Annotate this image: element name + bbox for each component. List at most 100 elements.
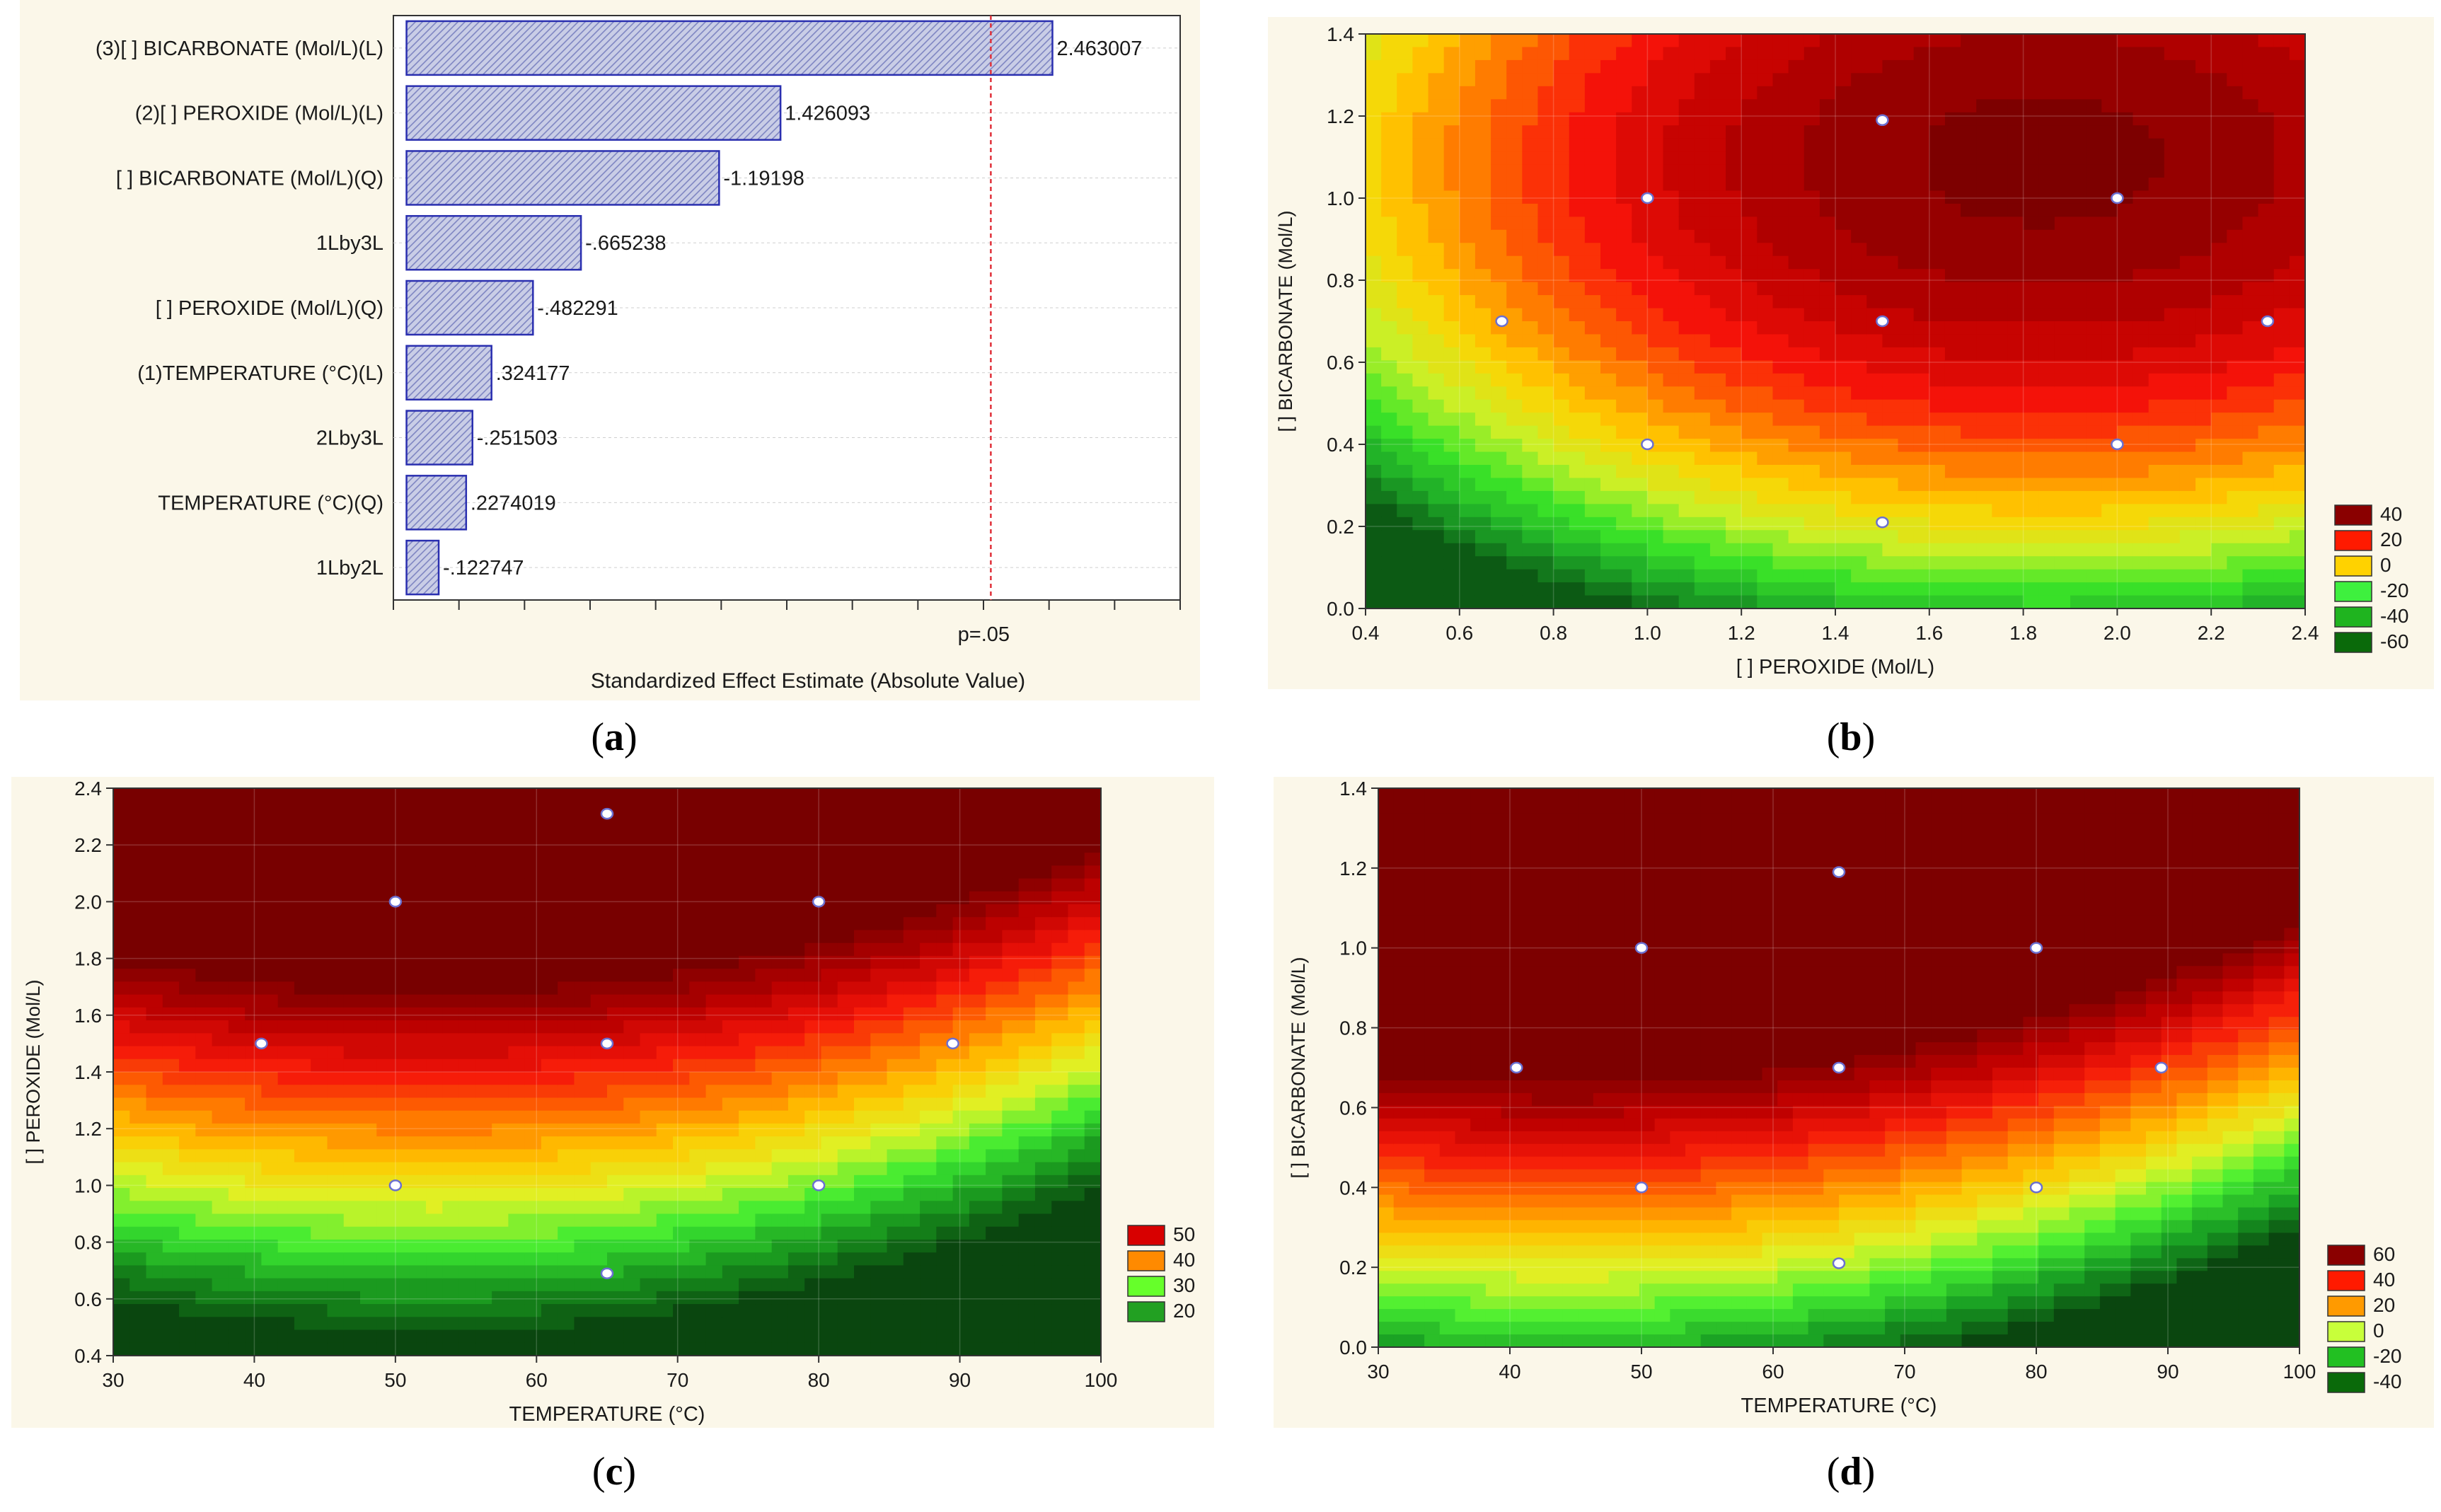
- contour-cell: [854, 865, 872, 879]
- contour-cell: [1819, 543, 1836, 557]
- contour-cell: [1788, 99, 1805, 113]
- contour-cell: [360, 1007, 378, 1021]
- contour-cell: [590, 1342, 608, 1356]
- contour-cell: [1647, 412, 1664, 427]
- contour-cell: [1537, 164, 1554, 178]
- contour-cell: [146, 1291, 163, 1305]
- contour-cell: [1882, 504, 1899, 518]
- contour-cell: [343, 1291, 361, 1305]
- contour-cell: [2117, 334, 2134, 348]
- contour-cell: [294, 969, 311, 983]
- contour-cell: [2054, 255, 2071, 270]
- contour-cell: [294, 1188, 311, 1202]
- contour-cell: [2164, 439, 2181, 453]
- contour-cell: [245, 1252, 262, 1266]
- contour-cell: [1397, 595, 1414, 609]
- contour-cell: [393, 1072, 410, 1086]
- contour-cell: [2070, 217, 2087, 231]
- contour-cell: [1835, 138, 1852, 152]
- contour-cell: [442, 904, 460, 918]
- contour-cell: [1459, 516, 1476, 531]
- contour-cell: [1757, 399, 1774, 413]
- contour-cell: [409, 1007, 427, 1021]
- contour-cell: [2023, 465, 2040, 479]
- contour-cell: [804, 969, 822, 983]
- contour-cell: [1663, 255, 1680, 270]
- contour-cell: [146, 1072, 163, 1086]
- contour-cell: [2273, 556, 2290, 570]
- contour-cell: [1428, 425, 1445, 439]
- contour-cell: [1569, 138, 1586, 152]
- contour-cell: [442, 1329, 460, 1344]
- contour-cell: [1898, 164, 1915, 178]
- contour-cell: [1506, 569, 1523, 583]
- contour-cell: [343, 904, 361, 918]
- contour-cell: [1491, 269, 1507, 283]
- contour-cell: [920, 826, 937, 841]
- contour-cell: [2195, 582, 2212, 596]
- contour-cell: [442, 801, 460, 815]
- contour-cell: [327, 1033, 345, 1047]
- contour-cell: [360, 1046, 378, 1060]
- contour-cell: [2117, 229, 2134, 244]
- contour-cell: [1678, 439, 1695, 453]
- contour-cell: [1569, 595, 1586, 609]
- contour-cell: [689, 1265, 707, 1279]
- contour-cell: [129, 1226, 147, 1240]
- contour-cell: [426, 839, 444, 853]
- contour-cell: [558, 917, 575, 931]
- contour-cell: [343, 1085, 361, 1099]
- contour-cell: [739, 1136, 756, 1150]
- contour-cell: [1584, 595, 1601, 609]
- contour-cell: [195, 1110, 213, 1124]
- contour-cell: [1397, 451, 1414, 466]
- contour-cell: [245, 1175, 262, 1189]
- contour-cell: [195, 801, 213, 815]
- contour-cell: [1757, 255, 1774, 270]
- contour-cell: [343, 1136, 361, 1150]
- contour-cell: [2054, 282, 2071, 296]
- contour-cell: [524, 1033, 542, 1047]
- contour-cell: [2179, 556, 2196, 570]
- contour-cell: [327, 1136, 345, 1150]
- contour-cell: [1726, 86, 1742, 100]
- contour-cell: [129, 865, 147, 879]
- contour-cell: [1381, 203, 1398, 218]
- contour-cell: [1553, 425, 1570, 439]
- contour-cell: [1741, 73, 1758, 87]
- contour-cell: [475, 904, 492, 918]
- contour-cell: [903, 930, 921, 944]
- contour-cell: [673, 801, 691, 815]
- contour-cell: [656, 1136, 674, 1150]
- contour-cell: [2273, 73, 2290, 87]
- contour-cell: [1584, 504, 1601, 518]
- contour-cell: [739, 994, 756, 1008]
- contour-cell: [146, 1329, 163, 1344]
- contour-cell: [821, 801, 838, 815]
- contour-cell: [1772, 217, 1789, 231]
- contour-cell: [2289, 582, 2306, 596]
- contour-cell: [1663, 47, 1680, 61]
- contour-cell: [1366, 399, 1382, 413]
- contour-cell: [1600, 425, 1617, 439]
- contour-cell: [1647, 556, 1664, 570]
- contour-cell: [508, 1149, 526, 1163]
- contour-cell: [1663, 439, 1680, 453]
- contour-cell: [1366, 451, 1382, 466]
- contour-cell: [837, 826, 855, 841]
- contour-cell: [2289, 451, 2306, 466]
- contour-cell: [2070, 34, 2087, 48]
- contour-cell: [1866, 295, 1883, 309]
- contour-cell: [1443, 465, 1460, 479]
- contour-cell: [409, 1085, 427, 1099]
- contour-cell: [1694, 229, 1711, 244]
- contour-cell: [508, 1058, 526, 1073]
- contour-cell: [2242, 439, 2259, 453]
- contour-cell: [2148, 569, 2165, 583]
- contour-cell: [261, 904, 279, 918]
- contour-cell: [1397, 465, 1414, 479]
- contour-cell: [722, 969, 739, 983]
- contour-cell: [2148, 255, 2165, 270]
- contour-cell: [1475, 138, 1491, 152]
- contour-cell: [1443, 321, 1460, 335]
